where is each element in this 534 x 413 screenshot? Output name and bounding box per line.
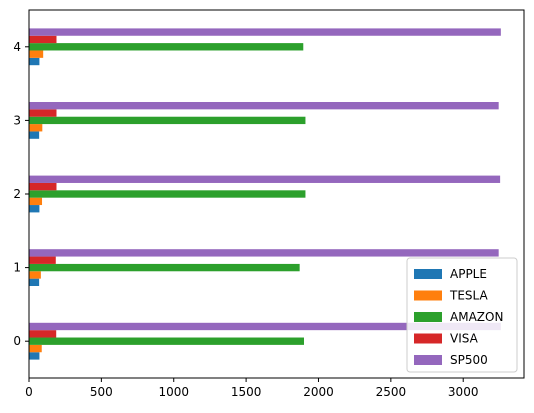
legend-label-visa: VISA — [450, 332, 479, 346]
x-tick-label: 3000 — [448, 385, 479, 399]
y-tick-label: 3 — [13, 113, 21, 127]
legend-label-sp500: SP500 — [450, 353, 488, 367]
x-axis: 0 500 1000 1500 2000 2500 3000 — [25, 378, 478, 399]
x-tick-label: 500 — [90, 385, 113, 399]
y-axis: 0 1 2 3 4 — [13, 40, 29, 348]
bar-apple-0 — [29, 352, 40, 360]
legend: APPLE TESLA AMAZON VISA SP500 — [406, 257, 518, 373]
bar-apple-3 — [29, 131, 40, 139]
legend-label-amazon: AMAZON — [450, 310, 503, 324]
bar-amazon-3 — [29, 116, 306, 125]
bar-sp500-4 — [29, 28, 501, 36]
x-tick-label: 0 — [25, 385, 33, 399]
bar-visa-1 — [29, 256, 56, 264]
legend-label-apple: APPLE — [450, 267, 487, 281]
bar-sp500-1 — [29, 249, 499, 257]
bar-tesla-2 — [29, 197, 43, 206]
bar-visa-2 — [29, 182, 57, 191]
bar-sp500-3 — [29, 102, 499, 110]
x-tick-label: 1500 — [231, 385, 262, 399]
bar-tesla-3 — [29, 124, 43, 132]
legend-swatch-tesla — [414, 290, 442, 301]
legend-swatch-amazon — [414, 312, 442, 322]
bar-visa-0 — [29, 330, 57, 338]
bar-apple-1 — [29, 278, 40, 286]
y-tick-label: 1 — [13, 261, 21, 275]
bars-layer — [29, 28, 501, 360]
legend-swatch-visa — [414, 333, 442, 344]
legend-swatch-sp500 — [414, 355, 442, 365]
y-tick-label: 2 — [13, 187, 21, 201]
y-tick-label: 4 — [13, 40, 21, 54]
bar-sp500-0 — [29, 322, 501, 331]
bar-sp500-2 — [29, 175, 501, 183]
bar-visa-4 — [29, 35, 57, 44]
bar-tesla-1 — [29, 271, 41, 279]
bar-tesla-4 — [29, 50, 44, 58]
legend-swatch-apple — [414, 269, 442, 279]
bar-amazon-4 — [29, 43, 304, 51]
x-tick-label: 2500 — [376, 385, 407, 399]
x-tick-label: 2000 — [303, 385, 334, 399]
bar-amazon-0 — [29, 337, 304, 345]
bar-apple-2 — [29, 205, 40, 213]
legend-label-tesla: TESLA — [449, 289, 488, 303]
bar-visa-3 — [29, 109, 57, 117]
bar-tesla-0 — [29, 344, 42, 353]
bar-apple-4 — [29, 57, 40, 66]
y-tick-label: 0 — [13, 334, 21, 348]
x-tick-label: 1000 — [158, 385, 189, 399]
bar-amazon-1 — [29, 263, 300, 272]
bar-amazon-2 — [29, 190, 306, 198]
